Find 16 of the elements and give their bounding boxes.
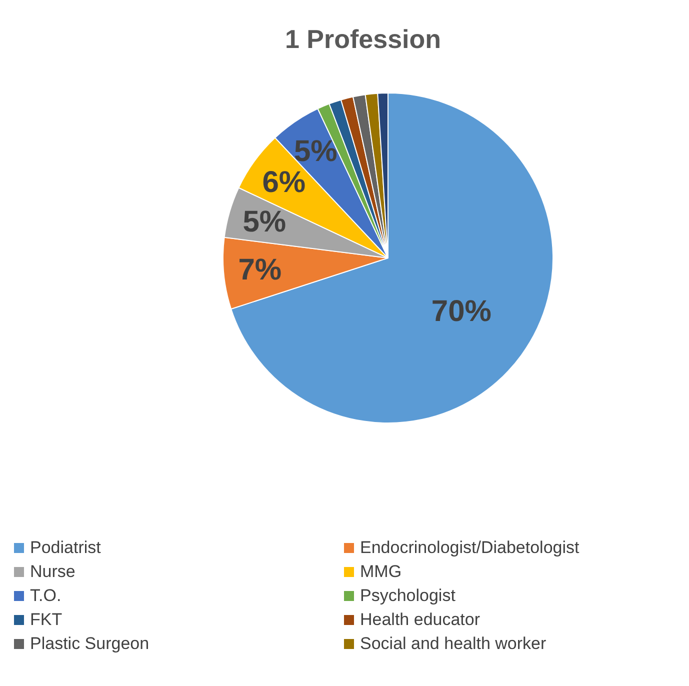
data-label: 70% [431,294,492,328]
data-label: 7% [238,254,282,287]
legend-label: T.O. [30,586,62,606]
legend-label: Nurse [30,562,76,582]
legend-label: Podiatrist [30,538,101,558]
chart-title: 1 Profession [284,24,442,54]
data-label: 5% [242,206,286,239]
legend-label: FKT [30,610,62,630]
legend-label: Psychologist [360,586,456,606]
data-label: 5% [294,135,338,168]
legend-label: MMG [360,562,402,582]
legend-label: Social and health worker [360,634,546,654]
legend-label: Plastic Surgeon [30,634,150,654]
legend-label: Health educator [360,610,480,630]
data-label: 6% [262,166,306,199]
legend-label: Endocrinologist/Diabetologist [360,538,580,558]
